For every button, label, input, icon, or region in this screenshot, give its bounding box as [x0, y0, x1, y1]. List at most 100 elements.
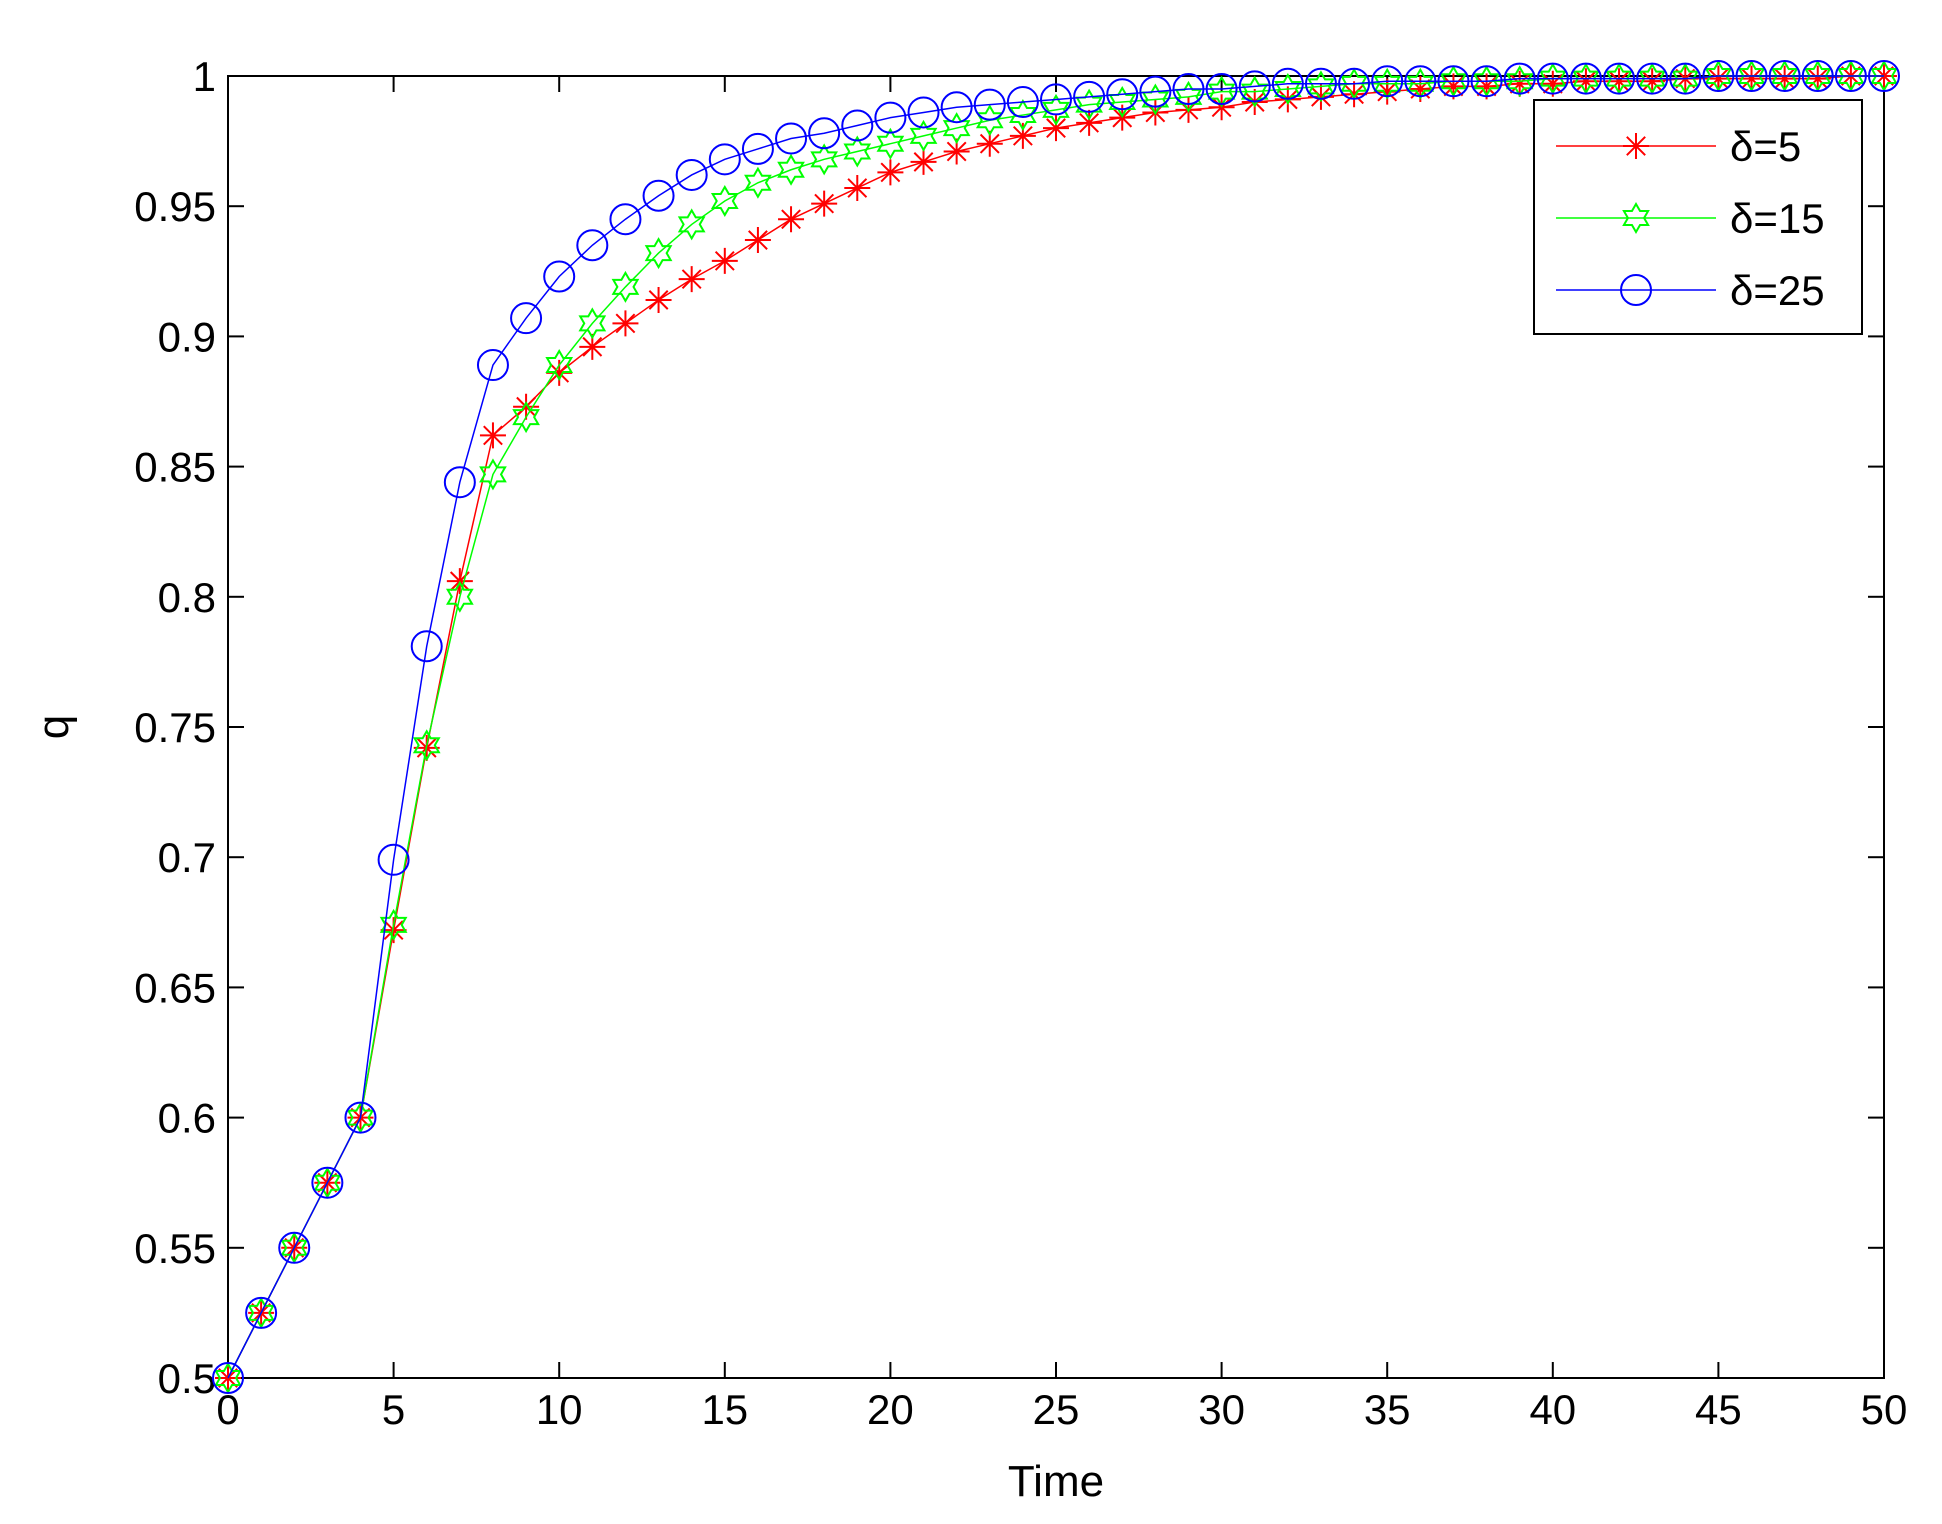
data-point — [775, 122, 808, 155]
data-point — [579, 333, 606, 360]
y-tick-label: 1 — [193, 53, 216, 100]
data-point — [1639, 68, 1666, 95]
data-point — [1374, 78, 1401, 105]
x-tick-label: 50 — [1861, 1386, 1908, 1433]
data-point — [1042, 93, 1070, 126]
data-point — [311, 1166, 344, 1199]
data-point — [777, 153, 805, 186]
y-tick-label: 0.9 — [158, 313, 216, 360]
y-tick-label: 0.65 — [134, 964, 216, 1011]
data-point — [1669, 62, 1702, 95]
data-point — [1505, 65, 1534, 98]
data-point — [907, 96, 940, 129]
data-point — [1307, 70, 1335, 103]
data-point — [711, 247, 738, 274]
data-point — [1238, 70, 1271, 103]
data-point — [1406, 67, 1435, 100]
data-point — [1172, 73, 1205, 106]
data-point — [1506, 70, 1533, 97]
y-tick-label: 0.6 — [158, 1095, 216, 1142]
data-point — [909, 119, 938, 152]
data-point — [380, 917, 407, 944]
x-tick-label: 30 — [1198, 1386, 1245, 1433]
series-3 — [212, 60, 1900, 1394]
data-point — [1538, 62, 1567, 95]
data-point — [1404, 65, 1437, 98]
data-point — [1801, 60, 1834, 92]
data-point — [1536, 62, 1569, 95]
data-point — [445, 580, 474, 613]
data-point — [1503, 62, 1536, 95]
data-point — [642, 179, 675, 212]
data-point — [710, 184, 739, 217]
data-point — [940, 91, 973, 124]
data-point — [1834, 60, 1867, 92]
data-point — [1207, 75, 1236, 108]
data-point — [877, 159, 904, 186]
data-point — [1539, 70, 1566, 97]
data-point — [443, 466, 476, 499]
data-point — [1341, 81, 1368, 108]
data-point — [942, 112, 971, 145]
x-tick-label: 45 — [1695, 1386, 1742, 1433]
data-point — [943, 138, 970, 165]
legend-box — [1533, 99, 1863, 335]
data-point — [1804, 65, 1831, 92]
data-point — [778, 206, 805, 233]
data-point — [678, 266, 705, 293]
data-point — [513, 393, 540, 420]
data-point — [874, 101, 907, 134]
data-point — [1437, 65, 1470, 98]
legend-label: δ=5 — [1730, 123, 1801, 170]
data-point — [1702, 60, 1735, 92]
y-tick-label: 0.55 — [134, 1225, 216, 1272]
data-point — [1620, 274, 1652, 306]
data-point — [973, 88, 1006, 121]
data-point — [1073, 80, 1106, 113]
data-point — [1572, 62, 1600, 95]
data-point — [410, 630, 443, 663]
data-point — [741, 132, 774, 165]
data-point — [1868, 60, 1900, 92]
data-point — [1006, 86, 1039, 119]
data-point — [1240, 75, 1269, 108]
data-point — [810, 143, 839, 176]
data-point — [1572, 68, 1599, 95]
data-point — [744, 227, 771, 254]
data-point — [677, 208, 706, 241]
data-point — [976, 130, 1003, 157]
data-point — [675, 158, 708, 191]
y-tick-label: 0.7 — [158, 834, 216, 881]
data-point — [1735, 60, 1768, 92]
data-point — [377, 843, 410, 876]
data-point — [1273, 73, 1302, 106]
data-point — [476, 349, 509, 382]
x-tick-label: 15 — [701, 1386, 748, 1433]
data-point — [843, 135, 872, 168]
data-point — [841, 109, 874, 142]
data-point — [1605, 62, 1633, 95]
data-point — [1473, 73, 1500, 100]
data-point — [1623, 133, 1649, 159]
data-point — [1373, 67, 1402, 100]
y-tick-label: 0.8 — [158, 574, 216, 621]
data-point — [1009, 122, 1036, 149]
data-point — [1076, 109, 1103, 136]
data-point — [1603, 62, 1636, 95]
data-point — [1636, 62, 1669, 95]
data-point — [578, 307, 607, 340]
x-tick-label: 40 — [1529, 1386, 1576, 1433]
y-tick-label: 0.5 — [158, 1355, 216, 1402]
data-point — [1205, 73, 1238, 106]
data-point — [844, 174, 871, 201]
x-tick-label: 35 — [1364, 1386, 1411, 1433]
data-point — [479, 458, 507, 491]
data-point — [1043, 115, 1069, 142]
data-point — [379, 908, 408, 941]
data-point — [811, 190, 838, 217]
data-point — [1738, 65, 1765, 92]
data-point — [1638, 62, 1667, 95]
data-point — [1009, 99, 1037, 132]
data-point — [612, 310, 639, 337]
